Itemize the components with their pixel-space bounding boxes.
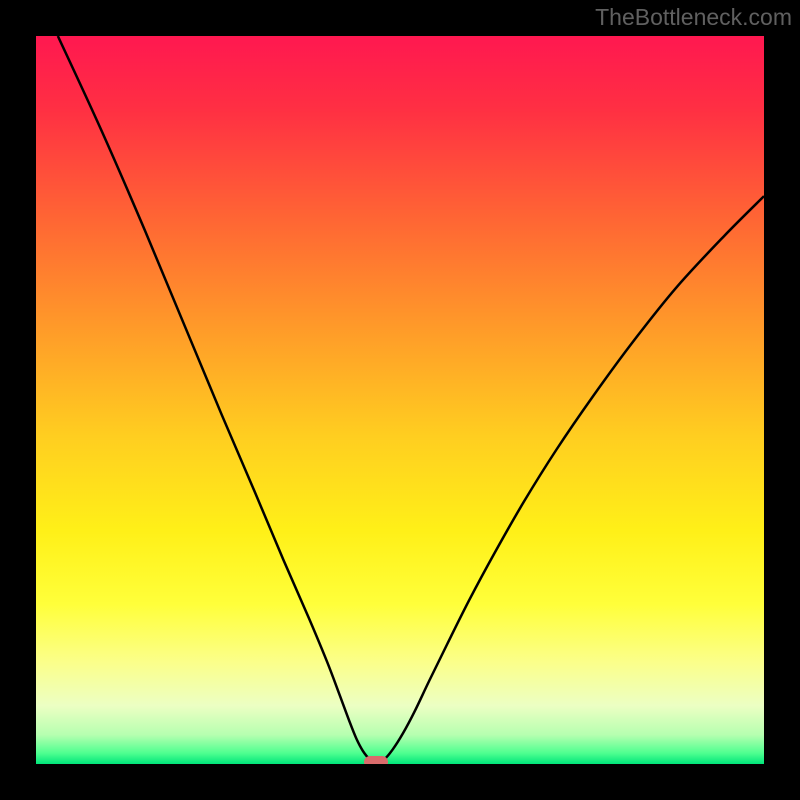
bottleneck-curve: [36, 36, 764, 764]
watermark-text: TheBottleneck.com: [595, 4, 792, 31]
plot-area: [36, 36, 764, 764]
optimal-marker: [364, 756, 388, 764]
plot-outer-frame: [0, 0, 800, 800]
